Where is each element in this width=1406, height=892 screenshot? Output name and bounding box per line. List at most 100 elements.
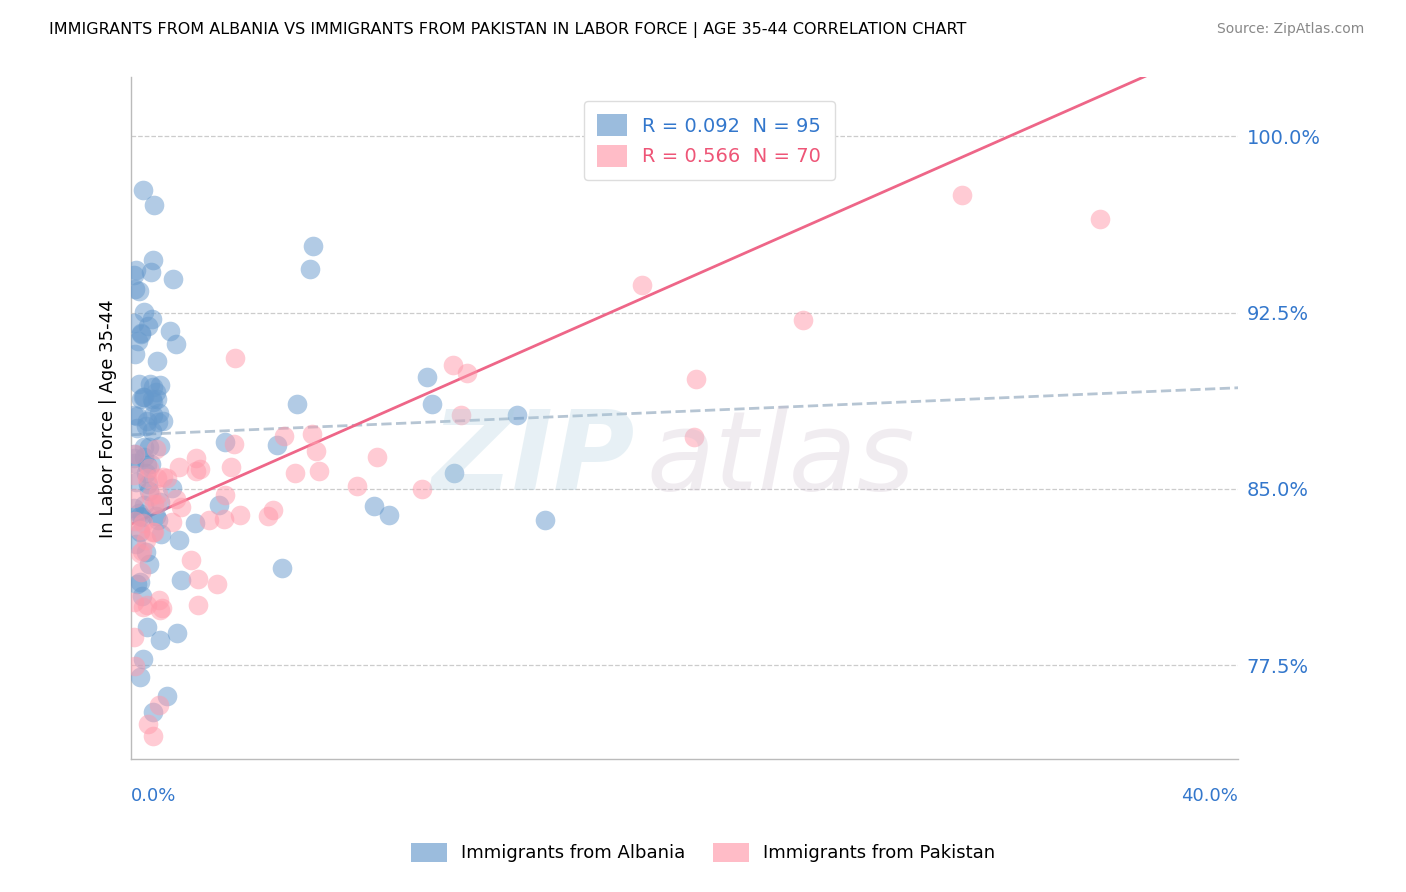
Point xyxy=(146,496,169,510)
Point xyxy=(138,460,160,475)
Point xyxy=(148,698,170,713)
Point xyxy=(135,544,157,558)
Point xyxy=(142,729,165,743)
Point xyxy=(128,508,150,523)
Point xyxy=(160,481,183,495)
Point xyxy=(132,600,155,615)
Point xyxy=(125,421,148,435)
Point xyxy=(122,595,145,609)
Point xyxy=(184,464,207,478)
Point xyxy=(187,573,209,587)
Point xyxy=(135,414,157,428)
Point xyxy=(135,598,157,612)
Point xyxy=(212,512,235,526)
Point xyxy=(138,440,160,454)
Point xyxy=(124,282,146,296)
Point xyxy=(122,316,145,330)
Point xyxy=(148,486,170,500)
Point xyxy=(127,409,149,423)
Point xyxy=(1088,211,1111,226)
Point xyxy=(159,325,181,339)
Point xyxy=(146,392,169,406)
Point xyxy=(136,319,159,334)
Point xyxy=(184,516,207,531)
Point xyxy=(149,527,172,541)
Point xyxy=(162,272,184,286)
Point xyxy=(142,524,165,539)
Point xyxy=(124,659,146,673)
Point xyxy=(135,418,157,433)
Point xyxy=(266,438,288,452)
Point xyxy=(138,558,160,572)
Point xyxy=(142,197,165,211)
Point xyxy=(156,470,179,484)
Point xyxy=(149,378,172,392)
Point xyxy=(122,630,145,644)
Point xyxy=(149,633,172,648)
Point xyxy=(685,372,707,386)
Point xyxy=(142,380,165,394)
Point xyxy=(128,377,150,392)
Point xyxy=(142,253,165,268)
Point xyxy=(284,467,307,481)
Point xyxy=(456,367,478,381)
Point xyxy=(139,377,162,392)
Point xyxy=(129,392,152,406)
Point xyxy=(131,510,153,524)
Point xyxy=(224,437,246,451)
Point xyxy=(146,415,169,429)
Point xyxy=(149,495,172,509)
Point xyxy=(443,467,465,481)
Point xyxy=(187,598,209,612)
Point xyxy=(148,405,170,419)
Point xyxy=(132,304,155,318)
Point xyxy=(122,501,145,516)
Text: 0.0%: 0.0% xyxy=(131,788,177,805)
Point xyxy=(122,491,145,505)
Point xyxy=(298,262,321,277)
Point xyxy=(631,278,654,293)
Text: IMMIGRANTS FROM ALBANIA VS IMMIGRANTS FROM PAKISTAN IN LABOR FORCE | AGE 35-44 C: IMMIGRANTS FROM ALBANIA VS IMMIGRANTS FR… xyxy=(49,22,966,38)
Point xyxy=(145,509,167,524)
Point xyxy=(533,513,555,527)
Point xyxy=(139,265,162,279)
Point xyxy=(214,488,236,502)
Point xyxy=(149,603,172,617)
Point xyxy=(136,471,159,485)
Point xyxy=(165,336,187,351)
Point xyxy=(142,525,165,540)
Text: Source: ZipAtlas.com: Source: ZipAtlas.com xyxy=(1216,22,1364,37)
Point xyxy=(141,312,163,326)
Point xyxy=(129,327,152,342)
Point xyxy=(792,313,814,327)
Point xyxy=(160,516,183,530)
Point xyxy=(136,620,159,634)
Point xyxy=(127,334,149,349)
Point xyxy=(129,566,152,580)
Point xyxy=(136,717,159,731)
Point xyxy=(132,440,155,454)
Point xyxy=(146,513,169,527)
Point xyxy=(128,523,150,537)
Point xyxy=(229,508,252,522)
Point xyxy=(145,385,167,400)
Point xyxy=(506,408,529,422)
Point xyxy=(131,516,153,531)
Point xyxy=(132,183,155,197)
Point xyxy=(129,326,152,341)
Point xyxy=(124,446,146,460)
Point xyxy=(150,600,173,615)
Point xyxy=(285,396,308,410)
Text: ZIP: ZIP xyxy=(432,406,636,513)
Point xyxy=(198,513,221,527)
Point xyxy=(170,573,193,587)
Point xyxy=(152,414,174,428)
Point xyxy=(122,268,145,282)
Point xyxy=(131,590,153,604)
Point xyxy=(166,625,188,640)
Legend: Immigrants from Albania, Immigrants from Pakistan: Immigrants from Albania, Immigrants from… xyxy=(404,836,1002,870)
Point xyxy=(214,435,236,450)
Point xyxy=(145,442,167,456)
Point xyxy=(141,392,163,406)
Point xyxy=(302,239,325,253)
